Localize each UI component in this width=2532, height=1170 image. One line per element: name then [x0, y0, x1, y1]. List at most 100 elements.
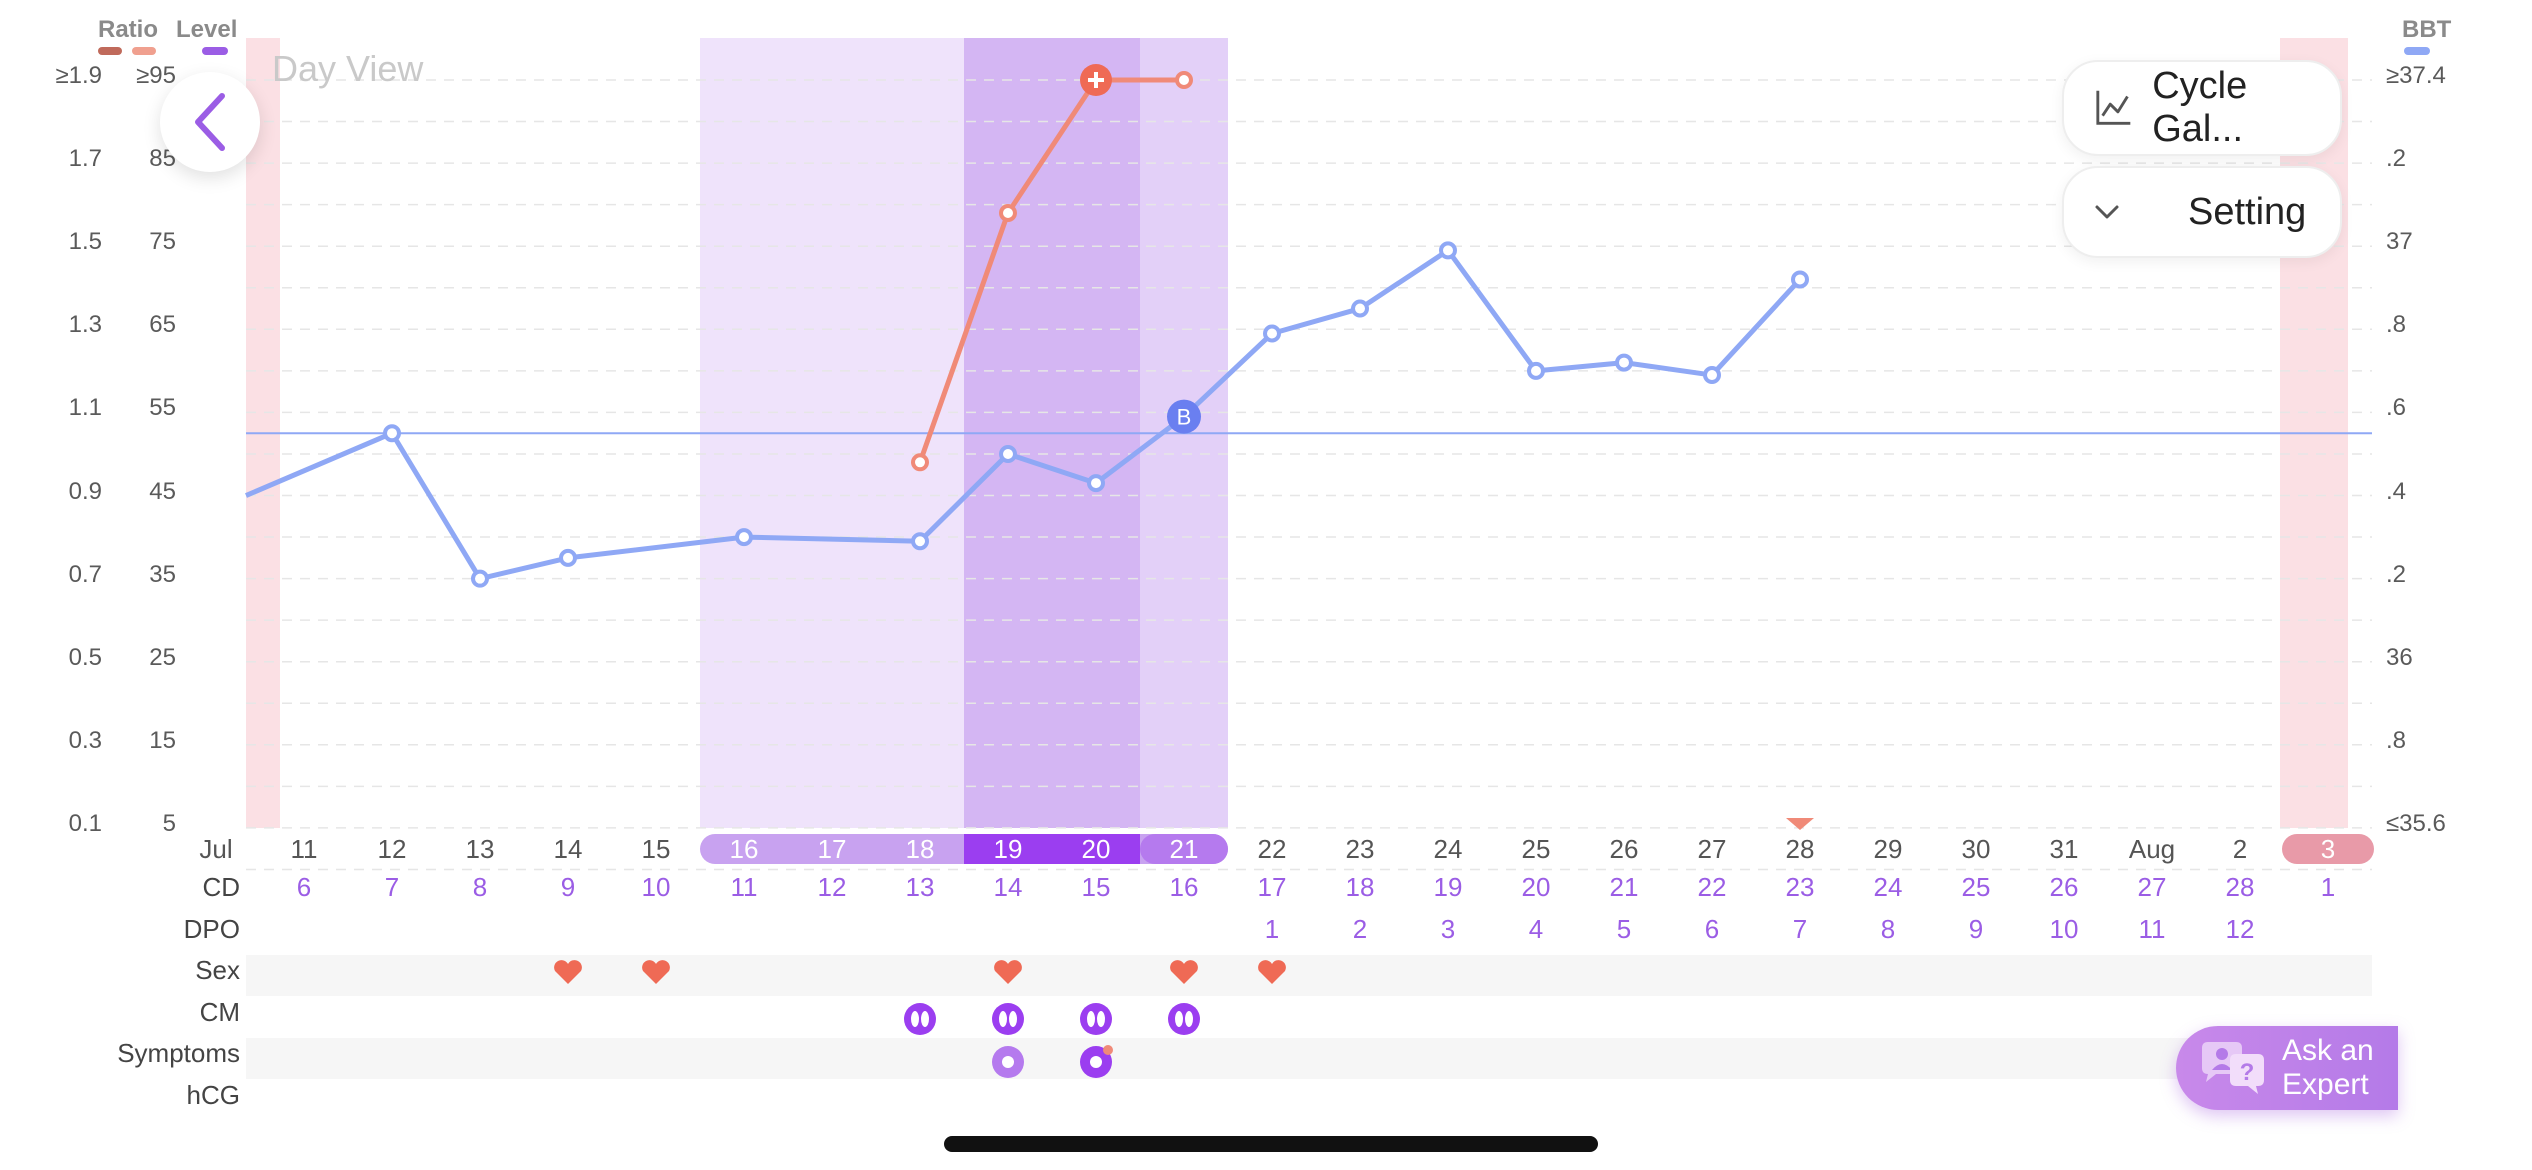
cm-drop-right — [1185, 1011, 1193, 1027]
level-tick: 65 — [149, 311, 176, 339]
x-date-label: 19 — [994, 834, 1023, 864]
bbt-point — [911, 532, 929, 551]
cd-value: 24 — [1874, 872, 1903, 902]
cd-value: 14 — [994, 872, 1023, 902]
dpo-row-label: DPO — [183, 914, 240, 944]
dpo-value: 11 — [2139, 914, 2166, 944]
dpo-value: 10 — [2050, 914, 2079, 944]
dpo-value: 1 — [1265, 914, 1279, 944]
dpo-value: 4 — [1529, 914, 1543, 944]
level-swatch — [202, 47, 228, 55]
dpo-value: 3 — [1441, 914, 1455, 944]
svg-text:?: ? — [2240, 1059, 2255, 1086]
ratio-tick: ≥1.9 — [55, 62, 102, 89]
cd-value: 25 — [1962, 872, 1991, 902]
bbt-tick: .4 — [2386, 477, 2407, 505]
dpo-value: 7 — [1793, 914, 1807, 944]
lh-level-point — [999, 203, 1017, 222]
x-date-label: 14 — [554, 834, 583, 864]
bbt-point — [1527, 361, 1545, 380]
bbt-point — [1439, 241, 1457, 260]
level-tick: 25 — [149, 643, 176, 671]
dpo-value: 12 — [2226, 914, 2255, 944]
x-date-label: 11 — [291, 834, 318, 864]
cd-value: 22 — [1698, 872, 1727, 902]
back-button[interactable] — [160, 72, 260, 172]
x-date-label: 22 — [1258, 834, 1287, 864]
home-indicator — [944, 1136, 1598, 1152]
chat-question-icon: ? — [2202, 1042, 2264, 1094]
bbt-point — [559, 548, 577, 567]
bbt-tick: ≤35.6 — [2386, 809, 2446, 837]
cm-row-label: CM — [199, 997, 240, 1027]
x-date-label: 26 — [1610, 834, 1639, 864]
cd-value: 19 — [1434, 872, 1463, 902]
cd-value: 15 — [1082, 872, 1111, 902]
x-date-label: 17 — [818, 834, 847, 864]
bbt-point — [1791, 270, 1809, 289]
x-date-label: 24 — [1434, 834, 1463, 864]
bbt-tick: ≥37.4 — [2386, 62, 2446, 89]
ratio-tick: 0.1 — [68, 809, 102, 837]
x-date-label: 25 — [1522, 834, 1551, 864]
heart-icon — [554, 960, 582, 984]
sex-row-label: Sex — [195, 955, 240, 985]
cd-value: 27 — [2138, 872, 2167, 902]
row-stripe — [246, 1038, 2372, 1079]
heart-icon — [994, 960, 1022, 984]
cd-value: 28 — [2226, 872, 2255, 902]
x-date-label: 15 — [642, 834, 671, 864]
cd-value: 17 — [1258, 872, 1287, 902]
level-tick: ≥95 — [136, 62, 176, 89]
ratio-tick: 0.3 — [68, 726, 102, 754]
ask-expert-text: Ask an Expert — [2282, 1034, 2374, 1102]
x-date-label: 27 — [1698, 834, 1727, 864]
x-date-label: 30 — [1962, 834, 1991, 864]
setting-label: Setting — [2188, 190, 2307, 233]
bbt-tick: .6 — [2386, 394, 2407, 422]
bbt-point — [1087, 474, 1105, 493]
cm-drop-right — [921, 1011, 929, 1027]
bbt-tick: 36 — [2386, 643, 2413, 671]
bbt-point — [1703, 366, 1721, 385]
cycle-gallery-label: Cycle Gal... — [2152, 65, 2248, 150]
level-tick: 85 — [149, 145, 176, 173]
ratio-tick: 1.5 — [68, 228, 102, 256]
x-date-label: 3 — [2321, 834, 2335, 864]
bbt-line — [245, 247, 1802, 582]
cycle-gallery-button[interactable]: Cycle Gal... — [2062, 60, 2342, 156]
hcg-row-label: hCG — [186, 1080, 240, 1110]
cd-value: 9 — [561, 872, 575, 902]
x-date-label: 12 — [378, 834, 407, 864]
bbt-tick: .8 — [2386, 726, 2407, 754]
ratio-tick: 0.9 — [68, 477, 102, 505]
dpo-value: 9 — [1969, 914, 1983, 944]
cd-value: 23 — [1786, 872, 1815, 902]
cd-value: 11 — [731, 872, 758, 902]
ask-expert-line2: Expert — [2282, 1068, 2369, 1101]
cd-value: 7 — [385, 872, 399, 902]
dpo-value: 5 — [1617, 914, 1631, 944]
cd-value: 6 — [297, 872, 311, 902]
cd-value: 12 — [818, 872, 847, 902]
bbt-point — [383, 424, 401, 443]
setting-button[interactable]: Setting — [2062, 166, 2342, 258]
ratio-tick: 0.7 — [68, 560, 102, 588]
lh-level-point — [911, 453, 929, 472]
symptoms-row-label: Symptoms — [117, 1038, 240, 1068]
day-view-label: Day View — [272, 48, 424, 89]
ovulation-date-pill — [1140, 834, 1228, 864]
cd-row-label: CD — [202, 872, 240, 902]
ratio-tick: 1.3 — [68, 311, 102, 339]
ask-expert-button[interactable]: ? Ask an Expert — [2176, 1026, 2398, 1110]
x-date-label: 21 — [1170, 834, 1199, 864]
cervical-mucus-icon — [992, 1003, 1024, 1035]
x-date-label: 29 — [1874, 834, 1903, 864]
dpo-value: 6 — [1705, 914, 1719, 944]
chevron-down-icon — [2095, 205, 2119, 219]
bbt-legend-label: BBT — [2402, 16, 2452, 43]
chevron-left-icon — [195, 93, 225, 151]
x-date-label: 28 — [1786, 834, 1815, 864]
dpo-value: 2 — [1353, 914, 1367, 944]
